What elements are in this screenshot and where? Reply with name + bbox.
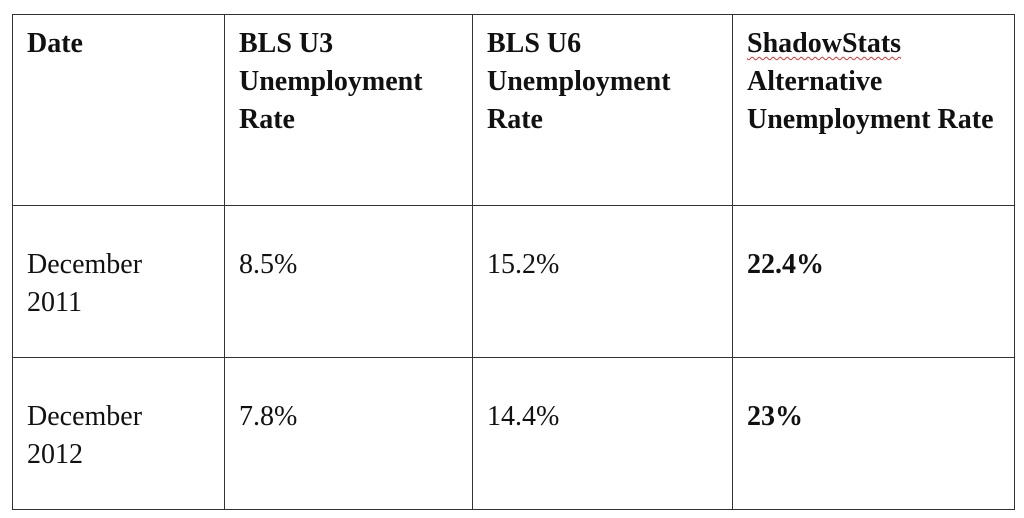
spellcheck-word: ShadowStats	[747, 28, 902, 59]
header-cell: Date	[12, 14, 225, 206]
header-row: Date BLS U3 Unemployment Rate BLS U6 Une…	[12, 14, 1015, 206]
rate-cell: 23%	[732, 357, 1015, 510]
rate-cell: 8.5%	[224, 205, 473, 358]
rate-cell: 15.2%	[472, 205, 733, 358]
rate-cell: 14.4%	[472, 357, 733, 510]
header-cell: ShadowStats Alternative Unemployment Rat…	[732, 14, 1015, 206]
data-row: December 2011 8.5% 15.2% 22.4%	[12, 205, 1015, 358]
date-cell: December 2012	[12, 357, 225, 510]
header-cell: BLS U3 Unemployment Rate	[224, 14, 473, 206]
date-cell: December 2011	[12, 205, 225, 358]
data-row: December 2012 7.8% 14.4% 23%	[12, 357, 1015, 510]
header-cell: BLS U6 Unemployment Rate	[472, 14, 733, 206]
rate-cell: 22.4%	[732, 205, 1015, 358]
rate-cell: 7.8%	[224, 357, 473, 510]
unemployment-table: Date BLS U3 Unemployment Rate BLS U6 Une…	[12, 14, 1015, 510]
